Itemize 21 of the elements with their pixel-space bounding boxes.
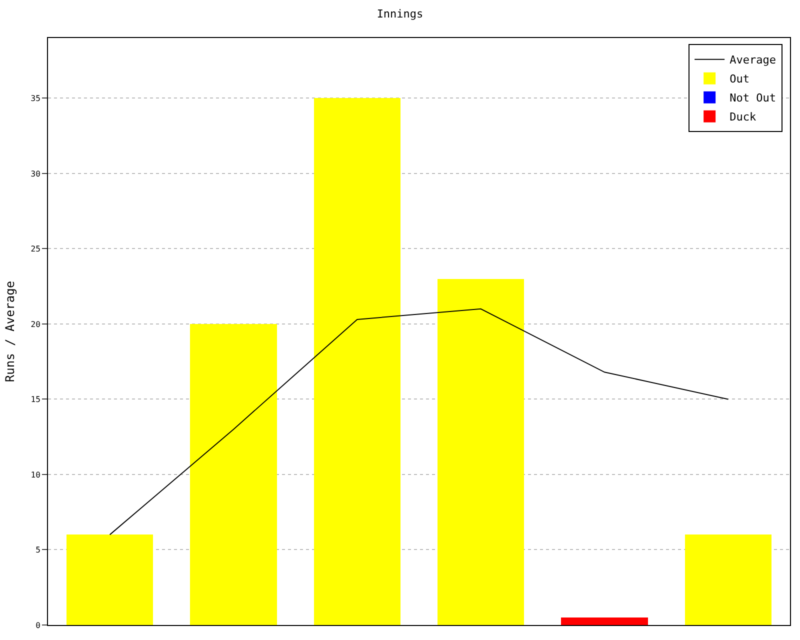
legend-label: Average — [730, 54, 776, 67]
chart-title: Innings — [376, 7, 424, 20]
legend-label: Not Out — [730, 92, 776, 105]
bar — [190, 324, 277, 625]
y-axis-title: Runs / Average — [3, 280, 17, 382]
y-tick-label: 30 — [30, 169, 41, 178]
y-tick-label: 20 — [30, 320, 41, 329]
bar — [438, 278, 524, 625]
bar — [684, 534, 772, 625]
bar — [66, 534, 154, 625]
y-tick-label: 35 — [30, 94, 41, 104]
y-tick-label: 5 — [36, 546, 41, 555]
y-tick-label: 0 — [36, 620, 41, 630]
y-tick-label: 25 — [30, 244, 41, 254]
line-series — [109, 308, 729, 536]
bar — [314, 98, 400, 625]
y-tick-label: 10 — [30, 470, 41, 480]
legend-label: Duck — [730, 110, 756, 124]
bar — [561, 617, 648, 625]
legend-label: Out — [730, 72, 750, 86]
y-tick-label: 15 — [30, 395, 41, 404]
